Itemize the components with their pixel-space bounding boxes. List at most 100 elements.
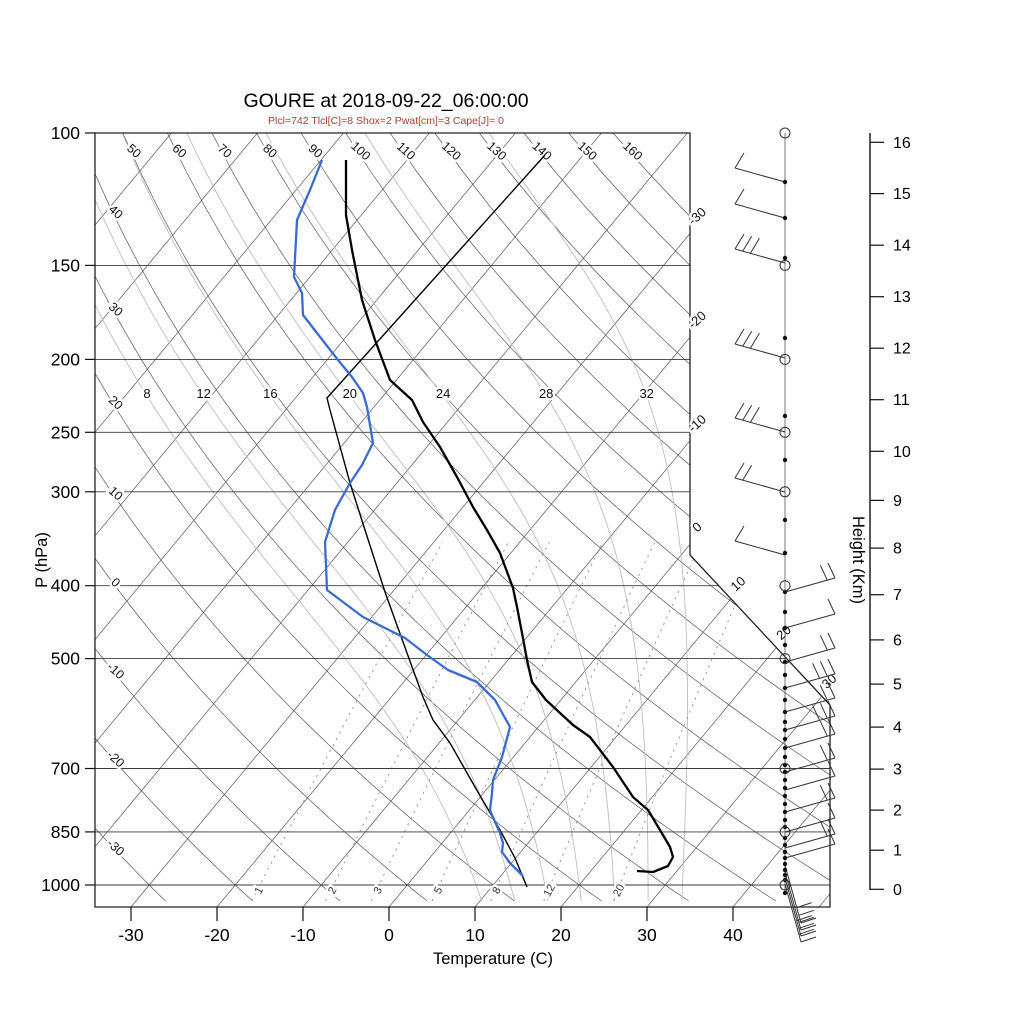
temperature-tick-label: 10 (465, 925, 485, 945)
isotherm-label-right: 10 (728, 573, 749, 594)
wind-barb-tick (828, 719, 835, 734)
sounding-level-dot (783, 856, 787, 860)
sounding-level-dot (783, 626, 787, 630)
pressure-tick-label: 200 (51, 349, 80, 369)
dry-adiabat-label-top: 130 (484, 139, 509, 163)
sounding-level-dot (783, 698, 787, 702)
dry-adiabat-label-left: 20 (106, 393, 126, 413)
temperature-curve (346, 160, 673, 872)
dry-adiabat-label-left: 10 (106, 484, 126, 504)
sounding-level-dot (783, 843, 787, 847)
wind-barb-tick (801, 937, 816, 942)
sounding-level-dot (783, 551, 787, 555)
dry-adiabat-line (479, 133, 1024, 901)
dry-adiabat-line (346, 133, 1024, 901)
sounding-curves (294, 155, 673, 887)
temperature-axis-title: Temperature (C) (433, 950, 553, 968)
wind-barb-staff (735, 418, 785, 432)
wind-barb-tick (828, 633, 835, 648)
height-tick-label: 9 (893, 493, 902, 510)
parcel-curve (327, 155, 545, 887)
wind-barb-staff (735, 249, 785, 263)
wind-barb-tick (820, 565, 827, 580)
pressure-tick-label: 100 (51, 123, 80, 143)
mixing-ratio-line (614, 542, 763, 901)
dry-adiabat-line (435, 133, 1024, 901)
sounding-level-dot (783, 786, 787, 790)
sounding-level-dot (783, 755, 787, 759)
pressure-tick-label: 850 (51, 822, 80, 842)
isotherm-label-right: -30 (685, 204, 709, 228)
moist-adiabat-line (187, 133, 581, 901)
sounding-level-dot (783, 643, 787, 647)
sounding-level-dot (783, 720, 787, 724)
sounding-level-dot (783, 737, 787, 741)
pressure-tick-label: 500 (51, 649, 80, 669)
dry-adiabat-label-left: -30 (104, 836, 127, 859)
height-tick-label: 0 (893, 882, 902, 899)
pressure-tick-label: 700 (51, 759, 80, 779)
moist-adiabat-label: 16 (263, 386, 277, 401)
dry-adiabat-label-left: 0 (108, 575, 123, 590)
sounding-level-dot (783, 256, 787, 260)
wind-barb-staff (785, 818, 835, 832)
dry-adiabat-label-top: 110 (394, 139, 418, 163)
plot-boundary (95, 133, 830, 907)
wind-barb-tick (735, 463, 744, 478)
pressure-tick-label: 250 (51, 422, 80, 442)
isotherm-line (0, 120, 268, 940)
pressure-tick-label: 400 (51, 576, 80, 596)
moist-adiabat-label: 32 (639, 386, 653, 401)
temperature-tick-label: 20 (551, 925, 571, 945)
wind-barb-staff (735, 541, 785, 555)
height-tick-label: 7 (893, 587, 902, 604)
height-tick-label: 2 (893, 803, 902, 820)
moist-adiabat-label: 20 (343, 386, 357, 401)
wind-barb-column (735, 128, 835, 942)
wind-barb-staff (735, 344, 785, 358)
sounding-level-dot (783, 891, 787, 895)
sounding-level-dot (783, 873, 787, 877)
dry-adiabat-line (167, 133, 950, 901)
dry-adiabat-line (0, 133, 601, 901)
isotherm-line (0, 120, 182, 940)
dry-adiabat-label-top: 150 (575, 139, 600, 163)
moist-adiabat-label: 24 (436, 386, 450, 401)
isotherm-line (620, 120, 1024, 940)
isotherm-label-right: 0 (689, 519, 704, 535)
dry-adiabat-label-top: 120 (439, 139, 464, 163)
wind-barb-tick (820, 721, 827, 736)
temperature-tick-label: -10 (290, 925, 316, 945)
isotherm-label-right: 20 (773, 622, 794, 643)
temperature-tick-label: -20 (204, 925, 230, 945)
sounding-level-dot (783, 673, 787, 677)
wind-barb-tick (743, 405, 752, 420)
sounding-level-dot (783, 686, 787, 690)
moist-adiabat-label: 12 (196, 386, 210, 401)
sounding-level-dot (783, 518, 787, 522)
wind-barb-tick (828, 599, 835, 614)
dry-adiabat-line (0, 133, 514, 901)
sounding-level-dot (783, 216, 787, 220)
dry-adiabat-label-left: 40 (106, 202, 126, 222)
isotherm-line (534, 120, 1024, 940)
moist-adiabat-label: 28 (539, 386, 553, 401)
isotherm-line (190, 120, 871, 940)
sounding-level-dot (783, 868, 787, 872)
height-tick-label: 13 (893, 289, 911, 306)
moist-adiabat-line (489, 133, 687, 901)
wind-barb-tick (828, 701, 835, 716)
wind-barb-staff (785, 776, 835, 790)
wind-barb-tick (735, 526, 744, 541)
dry-adiabat-line (569, 133, 1024, 901)
chart-subtitle: Plcl=742 Tlcl[C]=8 Shox=2 Pwat[cm]=3 Cap… (268, 115, 504, 127)
height-tick-label: 6 (893, 632, 902, 649)
mixing-ratio-line (432, 542, 603, 901)
wind-barb-tick (801, 931, 816, 936)
isotherm-line (0, 120, 96, 940)
dry-adiabat-line (301, 133, 1024, 901)
sounding-level-dot (783, 810, 787, 814)
height-tick-label: 11 (893, 392, 910, 409)
wind-barb-tick (820, 703, 827, 718)
